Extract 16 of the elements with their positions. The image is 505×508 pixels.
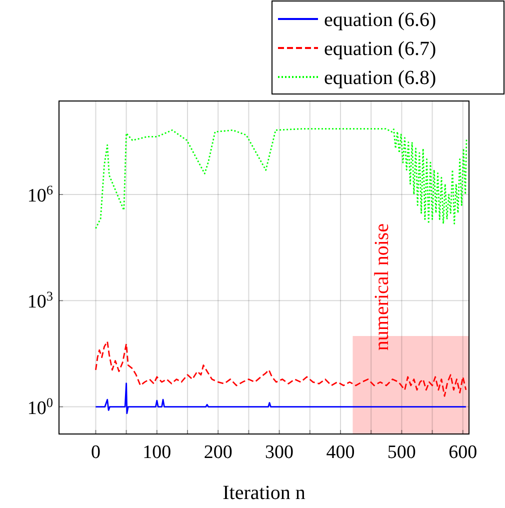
x-tick-label: 500 [387,442,416,463]
legend-label: equation (6.7) [324,38,436,60]
x-tick-label: 300 [265,442,294,463]
y-tick-label: 10$^{6}$ [27,182,54,207]
x-tick-label: 100 [142,442,172,463]
x-tick-label: 0 [90,442,100,463]
x-tick-label: 600 [448,442,478,463]
y-tick-label: 10$^{0}$ [27,394,54,419]
x-tick-label: 400 [326,442,355,463]
legend-label: equation (6.6) [324,9,436,31]
y-tick-label: 10$^{3}$ [27,288,54,313]
legend-label: equation (6.8) [324,67,436,89]
annotation: numerical noise [371,223,393,351]
x-axis-title: Iteration n [222,482,306,504]
x-tick-label: 200 [204,442,232,463]
line-series [95,382,467,414]
